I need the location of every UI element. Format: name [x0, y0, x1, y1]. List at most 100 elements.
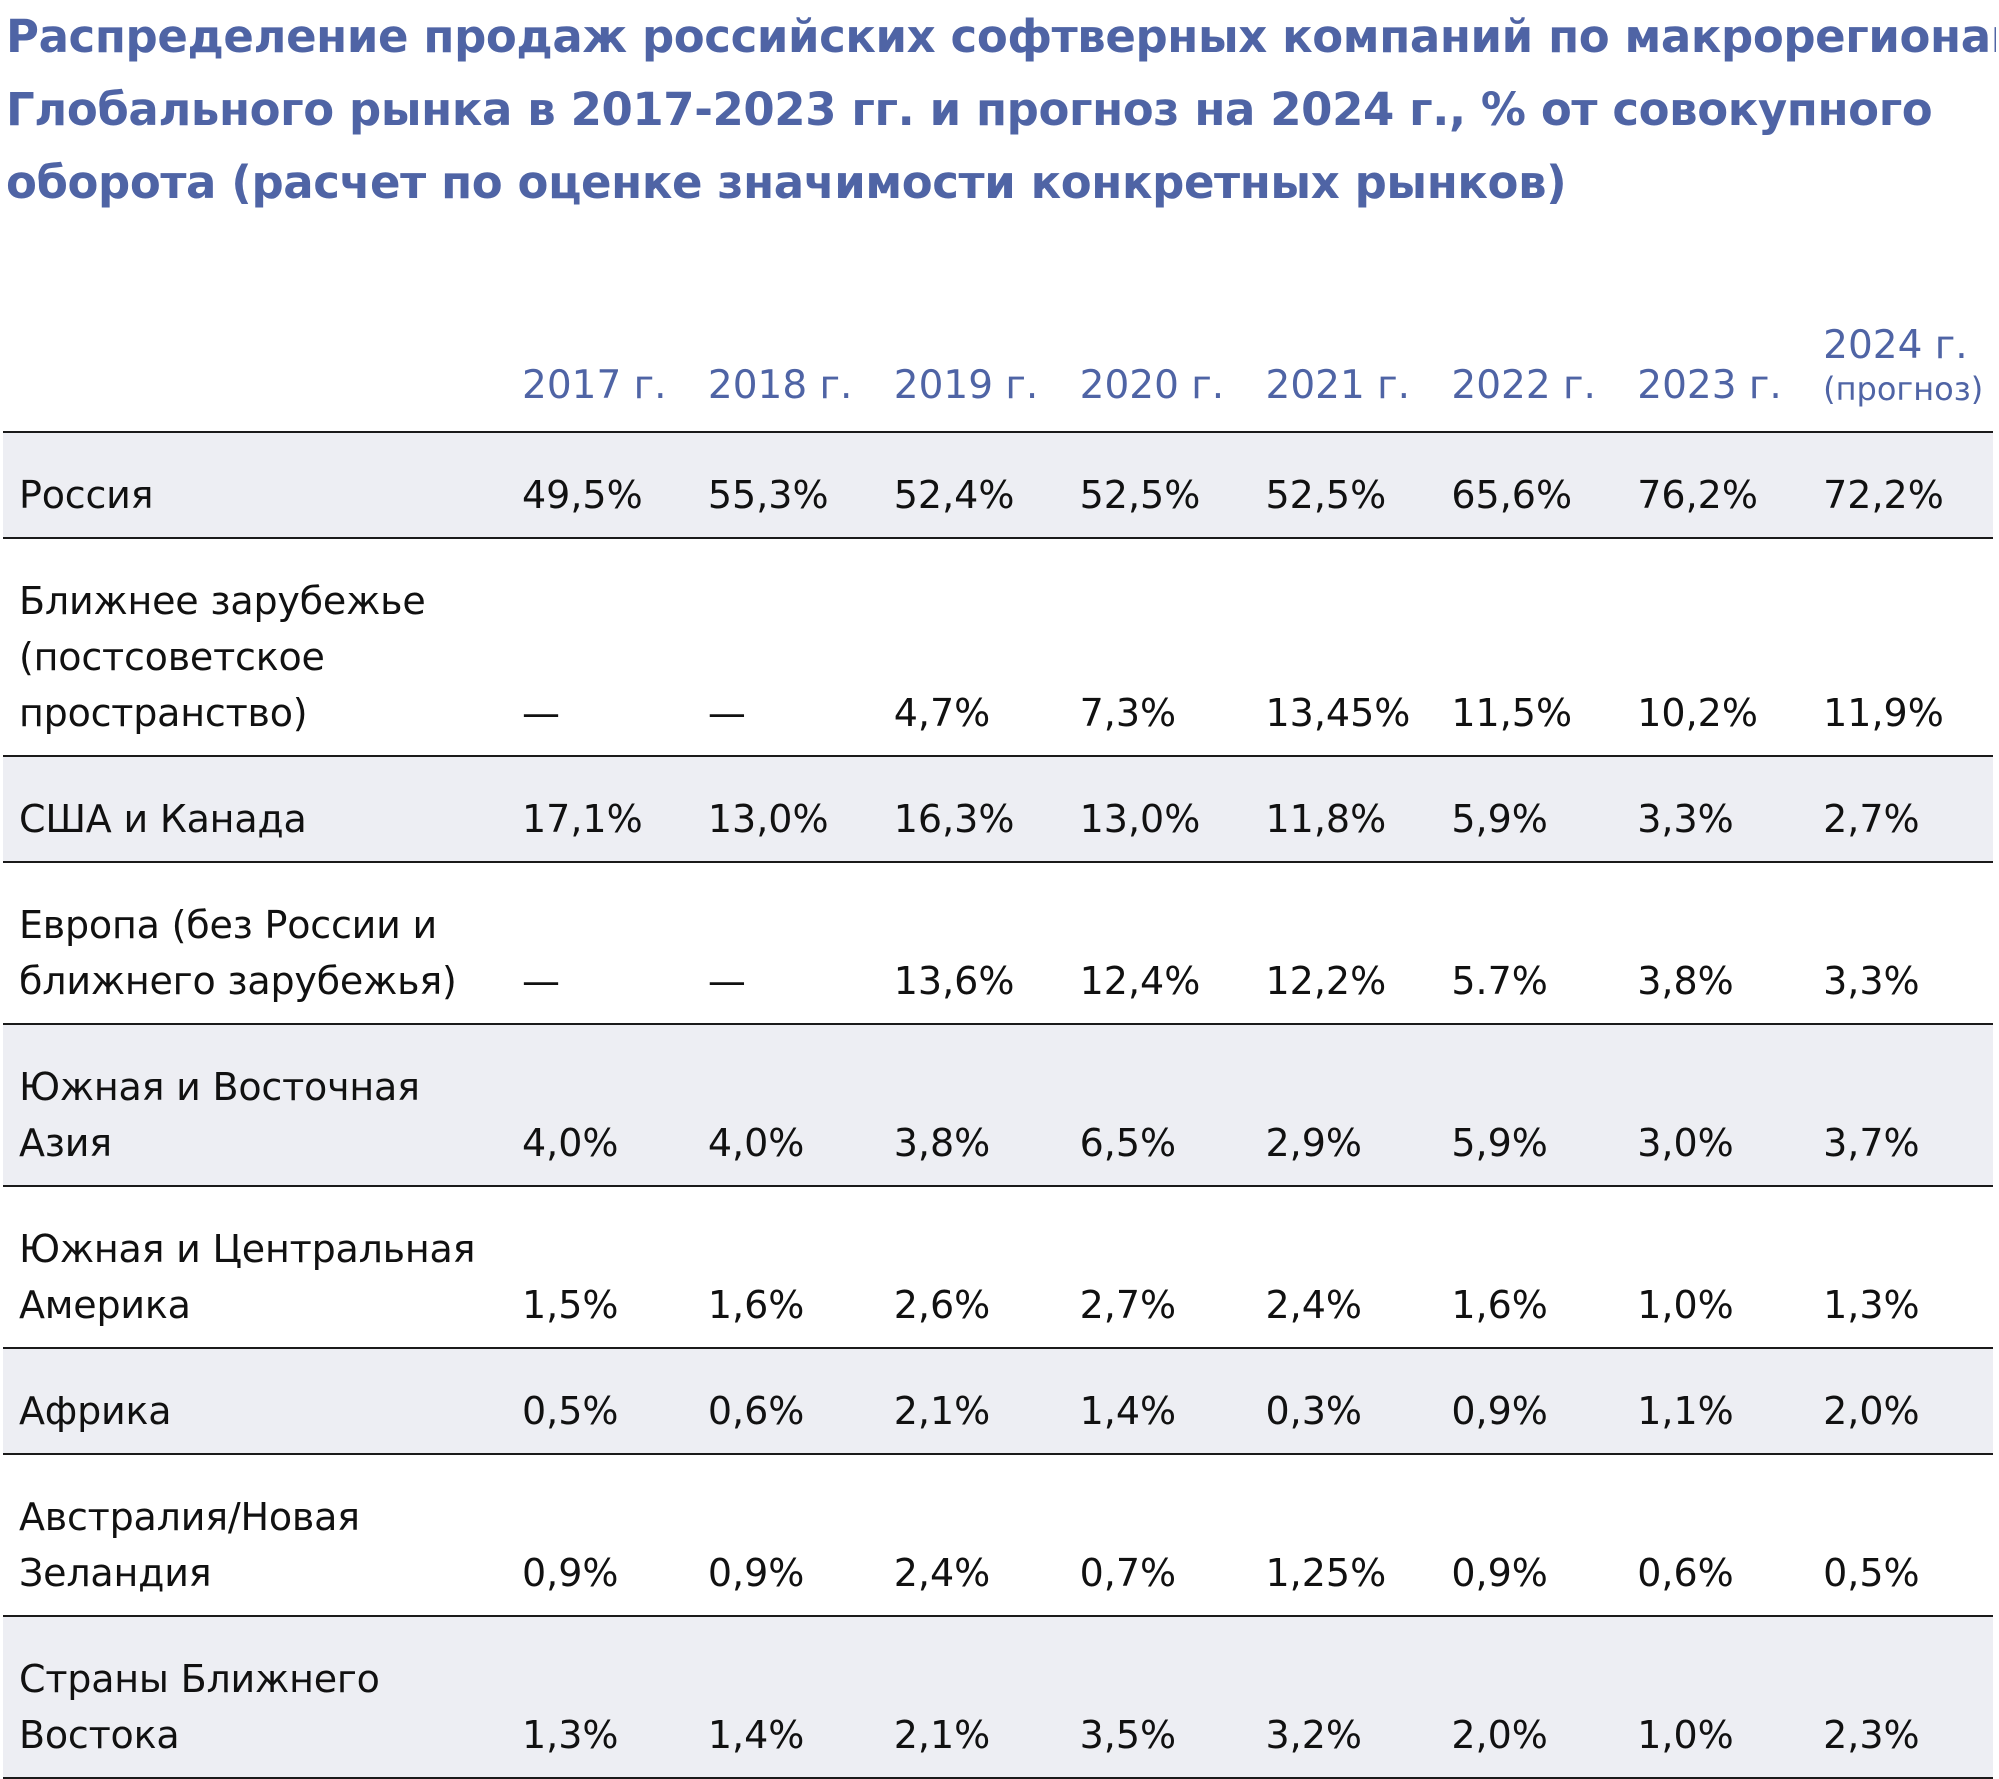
value-cell: 13,0% — [1063, 756, 1250, 863]
value-cell: 2,7% — [1807, 756, 1993, 863]
value-cell: 5,9% — [1435, 756, 1622, 863]
value-cell: 6,5% — [1063, 1024, 1250, 1187]
region-cell: Южная и Центральная Америка — [3, 1186, 506, 1349]
year-header-label: 2020 г. — [1079, 363, 1225, 408]
value-cell: 1,1% — [1621, 1348, 1808, 1455]
year-header-4: 2021 г. — [1249, 275, 1436, 433]
region-cell: США и Канада — [3, 756, 506, 863]
value-cell: 3,0% — [1621, 1024, 1808, 1187]
year-header-label: 2023 г. — [1637, 363, 1782, 408]
value-cell: 2,1% — [877, 1616, 1064, 1779]
value-cell: — — [506, 862, 692, 1025]
value-cell: 1,4% — [1063, 1348, 1250, 1455]
value-cell: 76,2% — [1621, 432, 1808, 539]
region-cell: Страны Ближнего Востока — [3, 1616, 506, 1779]
value-cell: 13,45% — [1249, 538, 1436, 757]
table-title: Распределение продаж российских софтверн… — [6, 0, 1996, 219]
value-cell: 72,2% — [1807, 432, 1993, 539]
value-cell: — — [691, 862, 878, 1025]
value-cell: 13,6% — [877, 862, 1064, 1025]
value-cell: 11,5% — [1435, 538, 1622, 757]
header-row: 2017 г. 2018 г. 2019 г. 2020 г. 2021 г. 2022 … — [3, 275, 1993, 433]
value-cell: 2,0% — [1807, 1348, 1993, 1455]
value-cell: 49,5% — [506, 432, 692, 539]
value-cell: 2,6% — [877, 1186, 1064, 1349]
table-row: Россия 49,5% 55,3% 52,4% 52,5% 52,5% 65,6% 76,2… — [3, 432, 1993, 539]
value-cell: 13,0% — [691, 756, 878, 863]
value-cell: 12,2% — [1249, 862, 1436, 1025]
value-cell: 0,6% — [1621, 1454, 1808, 1617]
value-cell: 3,3% — [1807, 862, 1993, 1025]
year-header-label: 2017 г. — [522, 363, 667, 408]
year-header-5: 2022 г. — [1435, 275, 1622, 433]
year-header-6: 2023 г. — [1621, 275, 1808, 433]
value-cell: 5,9% — [1435, 1024, 1622, 1187]
value-cell: 0,9% — [506, 1454, 692, 1617]
value-cell: 1,6% — [691, 1186, 878, 1349]
value-cell: — — [691, 538, 878, 757]
region-cell: Европа (без России и ближнего зарубежья) — [3, 862, 506, 1025]
value-cell: 0,6% — [691, 1348, 878, 1455]
value-cell: 0,7% — [1063, 1454, 1250, 1617]
year-header-label: 2021 г. — [1265, 363, 1411, 408]
table-row: Южная и Восточная Азия 4,0% 4,0% 3,8% 6,5% 2,… — [3, 1024, 1993, 1187]
value-cell: 52,4% — [877, 432, 1064, 539]
table-title-line-3: оборота (расчет по оценке значимости кон… — [6, 156, 1567, 209]
value-cell: — — [506, 538, 692, 757]
value-cell: 1,3% — [506, 1616, 692, 1779]
value-cell: 5.7% — [1435, 862, 1622, 1025]
value-cell: 12,4% — [1063, 862, 1250, 1025]
value-cell: 1,25% — [1249, 1454, 1436, 1617]
value-cell: 55,3% — [691, 432, 878, 539]
value-cell: 3,8% — [877, 1024, 1064, 1187]
region-cell: Австралия/Новая Зеландия — [3, 1454, 506, 1617]
value-cell: 2,0% — [1435, 1616, 1622, 1779]
table-row: США и Канада 17,1% 13,0% 16,3% 13,0% 11,8% 5,9… — [3, 756, 1993, 863]
table-row: Австралия/Новая Зеландия 0,9% 0,9% 2,4% 0,7%… — [3, 1454, 1993, 1617]
year-header-label: 2024 г. — [1823, 323, 1968, 368]
table-body: Россия 49,5% 55,3% 52,4% 52,5% 52,5% 65,6% 76,2… — [3, 432, 1993, 1779]
table-row: Европа (без России и ближнего зарубежья)… — [3, 862, 1993, 1025]
value-cell: 17,1% — [506, 756, 692, 863]
value-cell: 0,5% — [1807, 1454, 1993, 1617]
value-cell: 3,2% — [1249, 1616, 1436, 1779]
value-cell: 4,0% — [691, 1024, 878, 1187]
table-title-line-1: Распределение продаж российских софтверн… — [6, 10, 1996, 63]
year-header-1: 2018 г. — [691, 275, 878, 433]
table-row: Страны Ближнего Востока 1,3% 1,4% 2,1% 3,5% 3… — [3, 1616, 1993, 1779]
year-header-label: 2022 г. — [1451, 363, 1596, 408]
year-header-7: 2024 г. (прогноз) — [1807, 275, 1993, 433]
value-cell: 1,5% — [506, 1186, 692, 1349]
value-cell: 3,3% — [1621, 756, 1808, 863]
year-header-label: 2018 г. — [707, 363, 853, 408]
value-cell: 0,9% — [1435, 1348, 1622, 1455]
value-cell: 11,9% — [1807, 538, 1993, 757]
value-cell: 3,8% — [1621, 862, 1808, 1025]
region-cell: Ближнее зарубежье (постсоветское простра… — [3, 538, 506, 757]
value-cell: 2,7% — [1063, 1186, 1250, 1349]
sales-distribution-table: 2017 г. 2018 г. 2019 г. 2020 г. 2021 г. 2022 … — [3, 275, 1993, 1779]
value-cell: 0,9% — [1435, 1454, 1622, 1617]
value-cell: 52,5% — [1063, 432, 1250, 539]
value-cell: 1,0% — [1621, 1186, 1808, 1349]
year-header-label: 2019 г. — [893, 363, 1039, 408]
value-cell: 4,7% — [877, 538, 1064, 757]
value-cell: 2,9% — [1249, 1024, 1436, 1187]
value-cell: 52,5% — [1249, 432, 1436, 539]
value-cell: 2,4% — [877, 1454, 1064, 1617]
value-cell: 16,3% — [877, 756, 1064, 863]
value-cell: 1,3% — [1807, 1186, 1993, 1349]
value-cell: 1,4% — [691, 1616, 878, 1779]
value-cell: 11,8% — [1249, 756, 1436, 863]
table-row: Африка 0,5% 0,6% 2,1% 1,4% 0,3% 0,9% 1,1% 2,0% — [3, 1348, 1993, 1455]
region-header-cell — [3, 275, 506, 433]
value-cell: 0,5% — [506, 1348, 692, 1455]
forecast-note: (прогноз) — [1823, 370, 1984, 408]
value-cell: 3,5% — [1063, 1616, 1250, 1779]
value-cell: 4,0% — [506, 1024, 692, 1187]
table-row: Южная и Центральная Америка 1,5% 1,6% 2,6% 2… — [3, 1186, 1993, 1349]
year-header-3: 2020 г. — [1063, 275, 1250, 433]
year-header-2: 2019 г. — [877, 275, 1064, 433]
value-cell: 1,0% — [1621, 1616, 1808, 1779]
year-header-0: 2017 г. — [506, 275, 692, 433]
